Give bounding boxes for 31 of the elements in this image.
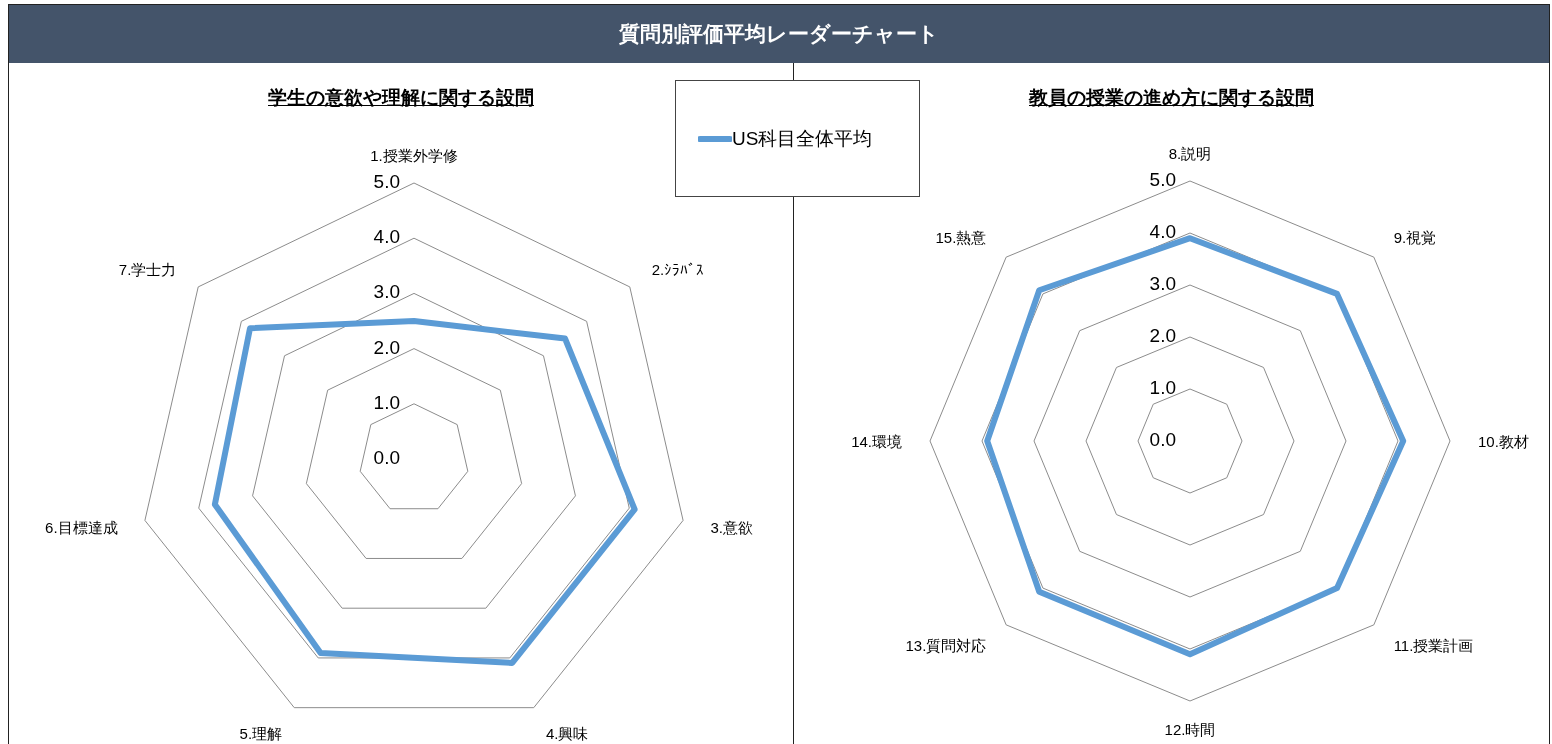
legend-label: US科目全体平均	[732, 126, 873, 151]
spoke-label: 15.熱意	[935, 229, 987, 247]
spoke-label: 13.質問対応	[905, 636, 987, 654]
spoke-label: 12.時間	[1164, 721, 1216, 738]
spoke-label: 1.授業外学修	[370, 147, 458, 164]
y-tick-label: 0.0	[373, 447, 400, 468]
spoke-label: 7.学士力	[118, 261, 177, 279]
y-tick-label: 3.0	[373, 281, 400, 303]
spoke-label: 5.理解	[239, 724, 283, 742]
spoke-label: 10.教材	[1478, 433, 1529, 450]
spoke-label: 3.意欲	[710, 518, 753, 536]
spoke-label: 2.ｼﾗﾊﾞｽ	[651, 261, 705, 279]
spoke-label: 9.視覚	[1393, 229, 1437, 247]
spoke-label: 11.授業計画	[1393, 636, 1474, 654]
spoke-label: 8.説明	[1168, 145, 1212, 162]
y-tick-label: 2.0	[373, 336, 400, 358]
y-tick-label: 0.0	[1149, 429, 1176, 450]
y-tick-label: 2.0	[1149, 325, 1176, 346]
y-tick-label: 4.0	[373, 226, 400, 248]
chart-subtitle: 学生の意欲や理解に関する設問	[267, 86, 535, 110]
y-tick-label: 1.0	[373, 391, 400, 413]
y-tick-label: 5.0	[373, 171, 400, 192]
y-tick-label: 1.0	[1149, 377, 1176, 398]
y-tick-label: 5.0	[1149, 169, 1176, 190]
spoke-label: 4.興味	[545, 724, 589, 742]
spoke-label: 6.目標達成	[45, 518, 118, 536]
chart-subtitle: 教員の授業の進め方に関する設問	[1027, 86, 1315, 110]
chart-title: 質問別評価平均レーダーチャート	[9, 5, 1549, 63]
spoke-label: 14.環境	[851, 433, 902, 450]
y-tick-label: 4.0	[1149, 221, 1176, 242]
y-tick-label: 3.0	[1149, 273, 1176, 294]
